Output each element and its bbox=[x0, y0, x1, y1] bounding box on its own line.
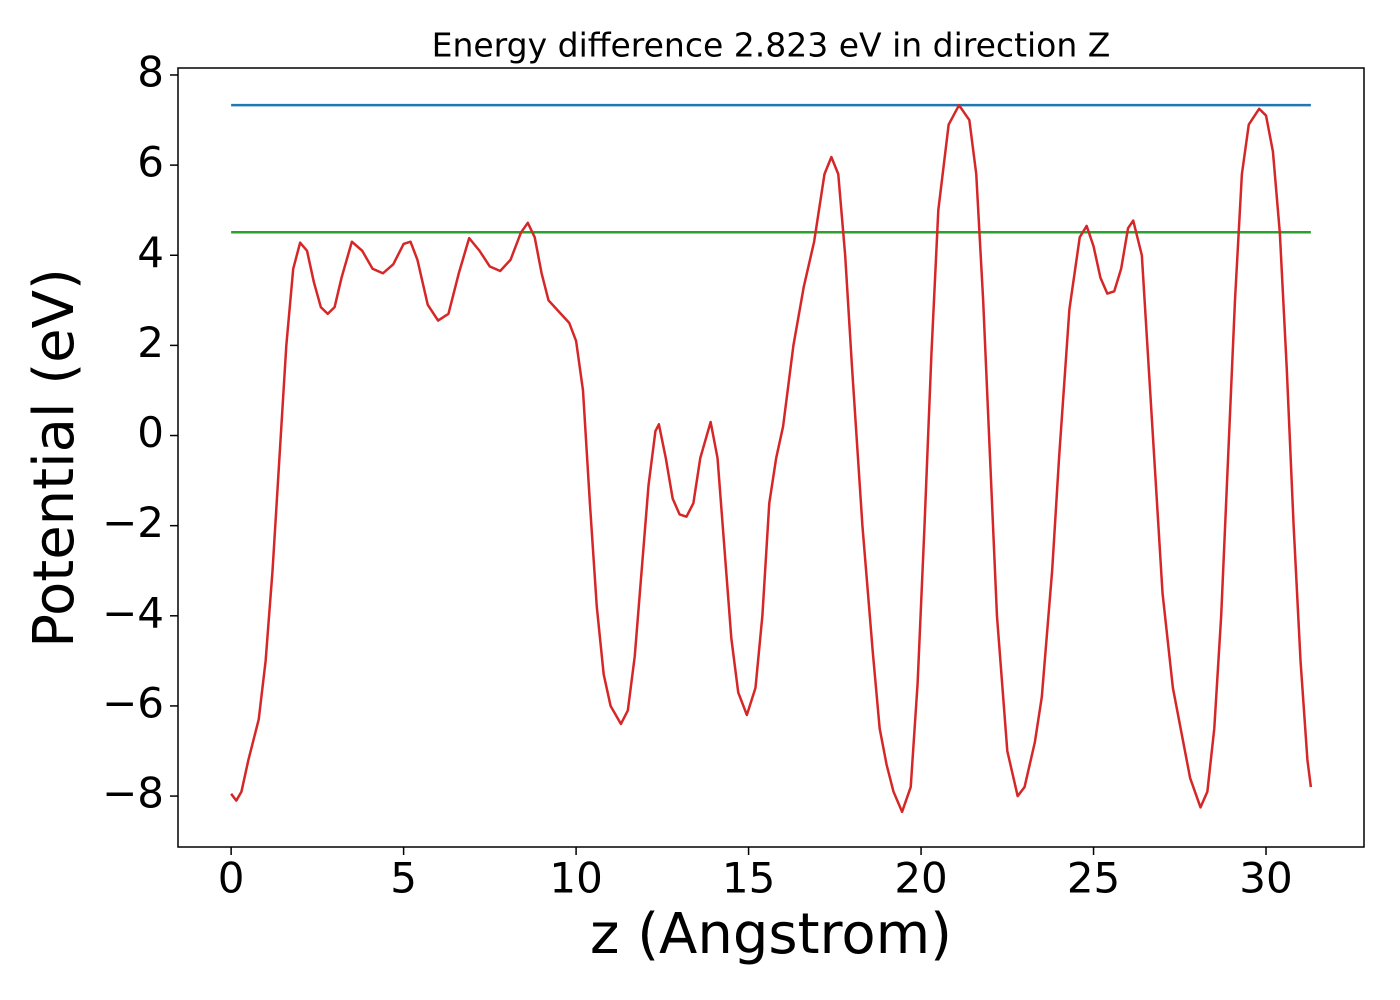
x-tick-label: 15 bbox=[722, 854, 775, 903]
y-tick-label: 2 bbox=[137, 318, 164, 367]
plot-frame bbox=[177, 67, 1365, 848]
x-tick-label: 25 bbox=[1067, 854, 1120, 903]
y-tick-label: −8 bbox=[102, 769, 164, 818]
x-tick-label: 10 bbox=[549, 854, 602, 903]
x-axis-label: z (Angstrom) bbox=[590, 902, 952, 967]
y-tick-label: −2 bbox=[102, 498, 164, 547]
y-axis-label: Potential (eV) bbox=[22, 268, 87, 648]
y-tick-label: 8 bbox=[137, 47, 164, 96]
line-series bbox=[230, 103, 1313, 814]
x-tick-label: 5 bbox=[390, 854, 417, 903]
x-tick-label: 20 bbox=[894, 854, 947, 903]
x-tick-label: 0 bbox=[218, 854, 245, 903]
x-tick-label: 30 bbox=[1239, 854, 1292, 903]
y-tick-label: 6 bbox=[137, 138, 164, 187]
y-tick-label: −6 bbox=[102, 678, 164, 727]
y-tick-label: −4 bbox=[102, 588, 164, 637]
y-tick-label: 0 bbox=[137, 408, 164, 457]
y-tick-label: 4 bbox=[137, 228, 164, 277]
chart-title: Energy difference 2.823 eV in direction … bbox=[432, 26, 1111, 65]
